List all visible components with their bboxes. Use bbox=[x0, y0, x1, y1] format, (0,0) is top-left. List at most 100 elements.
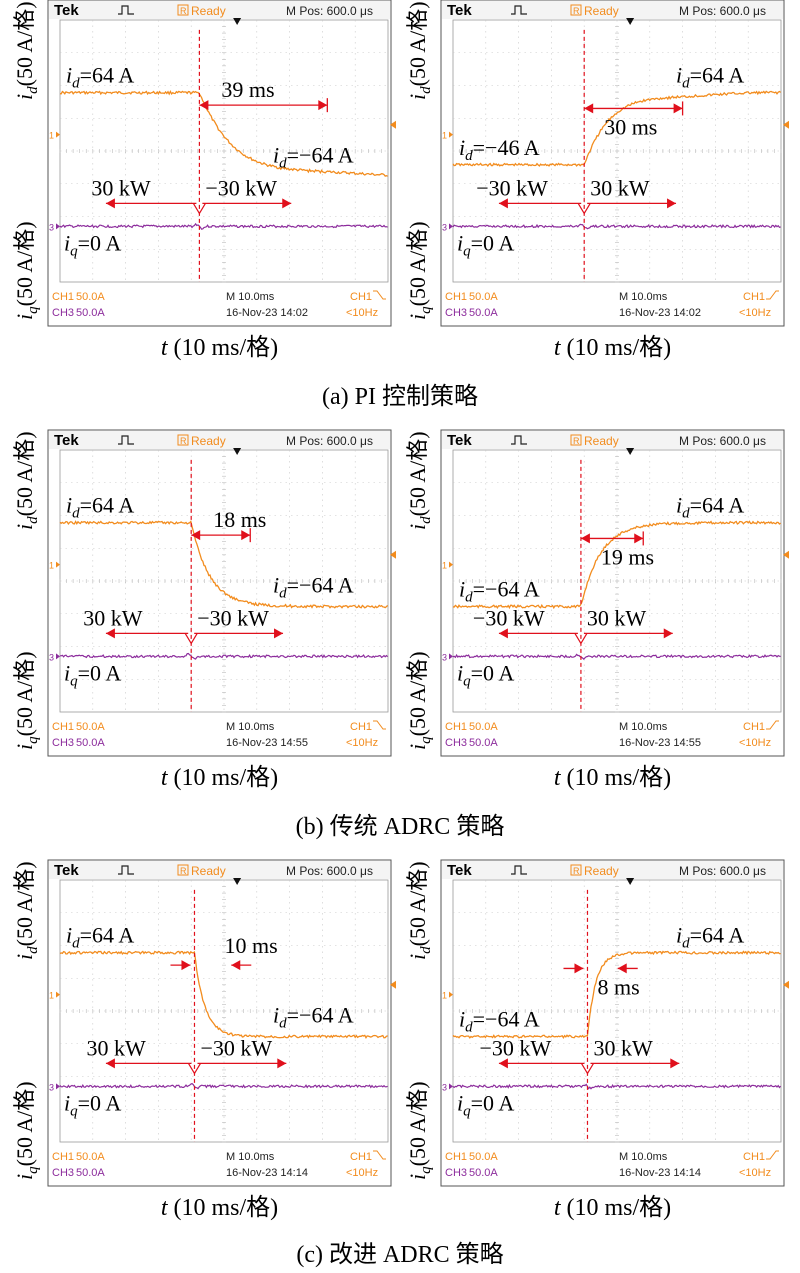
footer-date: 16-Nov-23 14:14 bbox=[619, 1167, 701, 1179]
power-after-label: 30 kW bbox=[587, 605, 647, 630]
graticule bbox=[452, 19, 782, 283]
power-before-arrow-icon bbox=[105, 1058, 115, 1069]
y-iq-unit: (50 A/格) bbox=[12, 651, 37, 736]
trigger-level-icon bbox=[390, 550, 396, 559]
footer-ch1: CH1 bbox=[52, 721, 74, 733]
iq-waveform bbox=[452, 1083, 782, 1090]
ch3-marker: 3 bbox=[442, 652, 447, 662]
settle-time-label: 18 ms bbox=[213, 507, 266, 532]
scope-frame bbox=[47, 859, 392, 1187]
x-axis-unit: (10 ms/格) bbox=[567, 1194, 672, 1221]
id-waveform bbox=[59, 90, 388, 177]
scope-brand: Tek bbox=[447, 432, 472, 449]
y-iq-subscript: q bbox=[25, 736, 41, 744]
y-axis-label-group: id(50 A/格)iq(50 A/格) bbox=[405, 1, 434, 320]
symbol-i: i bbox=[64, 1090, 70, 1115]
ch3-marker: 3 bbox=[49, 652, 54, 662]
iq-waveform bbox=[60, 652, 389, 660]
scope-frame bbox=[440, 429, 785, 757]
ready-badge-letter: R bbox=[180, 6, 187, 16]
y-iq-subscript: q bbox=[25, 306, 41, 314]
y-id-unit: (50 A/格) bbox=[12, 431, 37, 516]
scope-header-bar bbox=[442, 1, 783, 19]
ch1-zero-icon bbox=[56, 131, 60, 138]
x-axis-symbol: t bbox=[554, 1195, 567, 1221]
power-step-notch bbox=[187, 1063, 201, 1075]
footer-ch1-scale: 50.0A bbox=[469, 721, 498, 733]
trigger-position-icon bbox=[626, 18, 635, 25]
power-step-notch bbox=[192, 203, 206, 215]
footer-timebase: M 10.0ms bbox=[619, 721, 668, 733]
footer-date: 16-Nov-23 14:55 bbox=[226, 737, 308, 749]
power-after-label: −30 kW bbox=[205, 175, 277, 200]
trigger-position-icon bbox=[233, 18, 242, 25]
caption-letter: (b) bbox=[296, 814, 324, 840]
symbol-subscript: d bbox=[279, 156, 287, 172]
id-waveform bbox=[452, 90, 781, 168]
symbol-i: i bbox=[676, 923, 682, 948]
power-before-arrow-icon bbox=[498, 1058, 508, 1069]
settle-arrow-left-icon bbox=[199, 100, 209, 111]
scope-frame bbox=[440, 0, 785, 327]
scope-header-bar bbox=[49, 431, 390, 449]
trigger-position-icon bbox=[233, 878, 242, 885]
ch3-marker: 3 bbox=[49, 1082, 54, 1092]
symbol-subscript: q bbox=[463, 1103, 471, 1119]
y-id-subscript: d bbox=[25, 516, 41, 524]
settle-arrow-in-right-icon bbox=[231, 960, 241, 971]
symbol-i: i bbox=[676, 63, 682, 88]
symbol-value: =0 A bbox=[471, 660, 515, 685]
y-axis-label-group: id(50 A/格)iq(50 A/格) bbox=[12, 1, 41, 320]
settle-arrow-right-icon bbox=[634, 533, 644, 544]
power-after-arrow-icon bbox=[274, 628, 284, 639]
y-axis-label-group: id(50 A/格)iq(50 A/格) bbox=[12, 861, 41, 1180]
settle-arrow-in-left-icon bbox=[181, 960, 191, 971]
graticule bbox=[452, 449, 782, 713]
power-before-label: −30 kW bbox=[473, 605, 545, 630]
power-after-arrow-icon bbox=[282, 198, 292, 209]
ready-badge-icon bbox=[177, 4, 189, 16]
id-waveform bbox=[59, 950, 388, 1039]
power-after-label: −30 kW bbox=[200, 1035, 272, 1060]
footer-timebase: M 10.0ms bbox=[226, 721, 275, 733]
y-id-subscript: d bbox=[418, 946, 434, 954]
ch3-zero-icon bbox=[56, 223, 60, 230]
y-iq-symbol: i bbox=[405, 314, 430, 320]
power-after-arrow-icon bbox=[277, 1058, 287, 1069]
power-before-label: −30 kW bbox=[476, 175, 548, 200]
footer-trigger-ch: CH1 bbox=[350, 721, 372, 733]
scope-ready-status: Ready bbox=[584, 4, 619, 18]
symbol-i: i bbox=[457, 230, 463, 255]
symbol-value: =−64 A bbox=[473, 1007, 540, 1032]
scope-frame bbox=[47, 429, 392, 757]
symbol-i: i bbox=[459, 1007, 465, 1032]
symbol-value: =−64 A bbox=[473, 577, 540, 602]
ch3-zero-icon bbox=[449, 653, 453, 660]
footer-freq: <10Hz bbox=[346, 737, 378, 749]
footer-trigger-ch: CH1 bbox=[743, 721, 765, 733]
power-before-label: 30 kW bbox=[91, 175, 150, 200]
footer-trigger-ch: CH1 bbox=[350, 291, 372, 303]
symbol-subscript: q bbox=[70, 243, 78, 259]
scope-mpos: M Pos: 600.0 μs bbox=[679, 4, 766, 18]
footer-ch3-scale: 50.0A bbox=[76, 737, 105, 749]
footer-ch3-scale: 50.0A bbox=[76, 307, 105, 319]
trigger-position-icon bbox=[233, 448, 242, 455]
symbol-subscript: q bbox=[70, 1103, 78, 1119]
x-axis-unit: (10 ms/格) bbox=[174, 764, 279, 791]
falling-edge-icon bbox=[373, 290, 386, 300]
power-before-label: −30 kW bbox=[479, 1035, 551, 1060]
y-iq-symbol: i bbox=[12, 314, 37, 320]
scope-panel-a-right: Tek R Ready M Pos: 600.0 μs 1 3 30 ms −30 kW 30 … bbox=[440, 0, 789, 327]
caption-0: (a) PI 控制策略 bbox=[322, 383, 478, 410]
id-waveform bbox=[452, 950, 781, 1039]
y-axis-label-id: id(50 A/格) bbox=[405, 1, 434, 100]
y-id-unit: (50 A/格) bbox=[12, 1, 37, 86]
y-axis-label-iq: iq(50 A/格) bbox=[12, 221, 41, 320]
id-before-label: id=−64 A bbox=[459, 577, 540, 606]
scope-panel-b-right: Tek R Ready M Pos: 600.0 μs 1 3 19 ms −30 kW 30 … bbox=[440, 429, 789, 757]
ready-badge-letter: R bbox=[180, 866, 187, 876]
y-id-symbol: i bbox=[12, 94, 37, 100]
symbol-subscript: q bbox=[463, 243, 471, 259]
